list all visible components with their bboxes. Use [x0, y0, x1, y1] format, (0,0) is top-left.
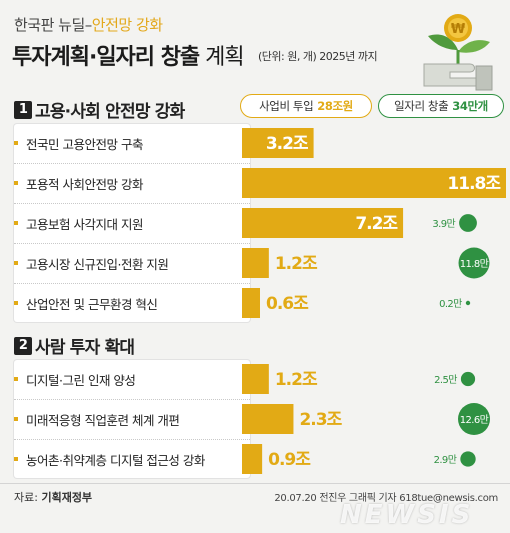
bullet-marker [14, 417, 18, 421]
section-2-title: 사람 투자 확대 [35, 338, 135, 358]
legend-budget: 사업비 투입 28조원 [240, 94, 372, 118]
jobs-bubble [460, 371, 476, 387]
bullet-marker [14, 457, 18, 461]
budget-value-label: 3.2조 [266, 134, 309, 154]
source-name: 기획재정부 [41, 491, 93, 504]
budget-value-label: 7.2조 [355, 214, 398, 234]
budget-bar [242, 248, 269, 278]
category-text: 고용시장 신규진입·전환 지원 [26, 256, 169, 272]
category-text: 농어촌·취약계층 디지털 접근성 강화 [26, 452, 205, 468]
jobs-value-label: 2.5만 [434, 374, 457, 386]
jobs-bubble [465, 300, 471, 306]
category-text: 미래적응형 직업훈련 체계 개편 [26, 412, 180, 428]
category-label: 디지털·그린 인재 양성 [14, 369, 136, 389]
footer-divider [0, 483, 510, 484]
jobs-value-label: 3.9만 [432, 218, 455, 230]
svg-text:₩: ₩ [451, 22, 466, 37]
row-separator [14, 399, 250, 400]
jobs-bubble [458, 403, 490, 435]
legend-budget-value: 28조원 [317, 99, 353, 113]
legend-jobs-label: 일자리 창출 [394, 99, 449, 113]
budget-value-label: 2.3조 [299, 410, 342, 430]
budget-value-label: 1.2조 [275, 370, 318, 390]
section-1-number: 1 [14, 100, 32, 119]
title-rest: 계획 [199, 45, 245, 70]
budget-bar [242, 404, 294, 434]
category-label: 고용시장 신규진입·전환 지원 [14, 253, 169, 273]
budget-value-label: 0.9조 [268, 450, 311, 470]
credit: 20.07.20 전진우 그래픽 기자 618tue@newsis.com [274, 493, 498, 504]
watermark: NEWSIS [340, 500, 474, 530]
budget-value-label: 11.8조 [447, 174, 501, 194]
section-1-heading: 1 고용·사회 안전망 강화 [14, 97, 185, 122]
bullet-marker [14, 141, 18, 145]
title-bold: 투자계획·일자리 창출 [12, 45, 200, 70]
category-text: 전국민 고용안전망 구축 [26, 136, 143, 152]
unit-note: (단위: 원, 개) 2025년 까지 [258, 50, 378, 63]
source-note: 자료: 기획재정부 [14, 489, 92, 505]
source-prefix: 자료: [14, 491, 42, 504]
legend-budget-label: 사업비 투입 [259, 99, 314, 113]
category-text: 고용보험 사각지대 지원 [26, 216, 143, 232]
budget-bar [242, 168, 506, 198]
section-1-title: 고용·사회 안전망 강화 [35, 102, 185, 122]
money-plant-icon: ₩ [423, 14, 493, 91]
jobs-bubble [460, 451, 476, 467]
bullet-marker [14, 261, 18, 265]
bullet-marker [14, 181, 18, 185]
row-separator [14, 243, 250, 244]
budget-bar [242, 444, 263, 474]
budget-value-label: 1.2조 [275, 254, 318, 274]
category-label: 농어촌·취약계층 디지털 접근성 강화 [14, 449, 205, 469]
subtitle-main: 한국판 뉴딜– [14, 16, 92, 34]
budget-value-label: 0.6조 [266, 294, 309, 314]
category-label: 미래적응형 직업훈련 체계 개편 [14, 409, 180, 429]
subtitle-accent: 안전망 강화 [91, 16, 163, 34]
category-text: 디지털·그린 인재 양성 [26, 372, 136, 388]
page-title: 투자계획·일자리 창출 계획 [12, 39, 245, 71]
row-separator [14, 283, 250, 284]
row-separator [14, 439, 250, 440]
category-label: 고용보험 사각지대 지원 [14, 213, 143, 233]
section-2-panel [14, 360, 250, 478]
subtitle: 한국판 뉴딜–안전망 강화 [14, 14, 163, 35]
jobs-value-label: 0.2만 [439, 298, 462, 310]
section-2-number: 2 [14, 336, 32, 355]
jobs-value-label: 2.9만 [434, 454, 457, 466]
category-label: 전국민 고용안전망 구축 [14, 133, 143, 153]
category-label: 포용적 사회안전망 강화 [14, 173, 143, 193]
budget-bar [242, 364, 269, 394]
jobs-bubble [458, 247, 490, 279]
jobs-bubble [459, 214, 477, 232]
jobs-value-label: 11.8만 [460, 258, 489, 270]
category-text: 산업안전 및 근무환경 혁신 [26, 296, 158, 312]
section-2-heading: 2 사람 투자 확대 [14, 333, 135, 358]
row-separator [14, 203, 250, 204]
legend-jobs-value: 34만개 [452, 99, 488, 113]
bullet-marker [14, 221, 18, 225]
bullet-marker [14, 301, 18, 305]
category-text: 포용적 사회안전망 강화 [26, 176, 143, 192]
bullet-marker [14, 377, 18, 381]
row-separator [14, 163, 250, 164]
section-1-panel [14, 124, 250, 322]
jobs-value-label: 12.6만 [460, 414, 489, 426]
category-label: 산업안전 및 근무환경 혁신 [14, 293, 158, 313]
legend-jobs: 일자리 창출 34만개 [378, 94, 504, 118]
budget-bar [242, 288, 260, 318]
budget-bar [242, 208, 404, 238]
budget-bar [242, 128, 314, 158]
